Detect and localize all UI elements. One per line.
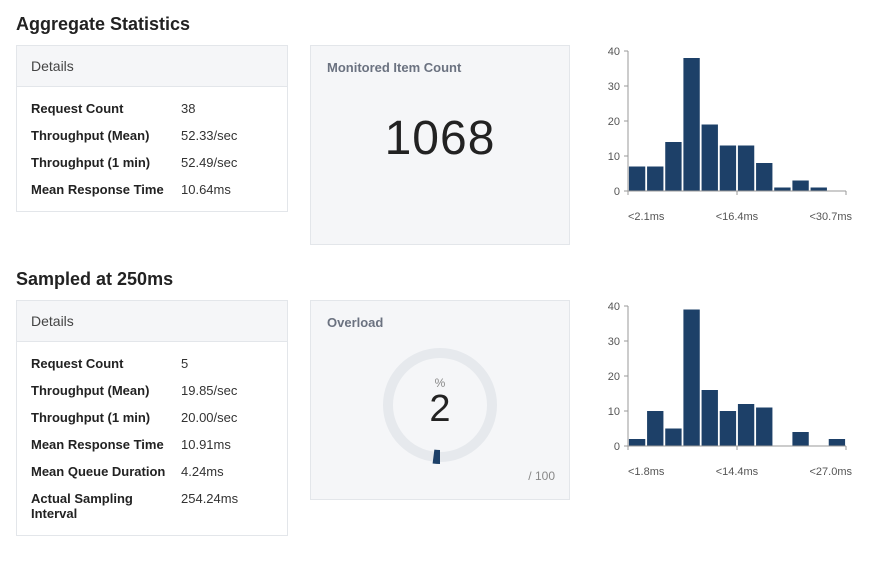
sampled-details-header: Details bbox=[17, 301, 287, 342]
aggregate-details-header: Details bbox=[17, 46, 287, 87]
aggregate-histogram: 0 10 20 30 40 <2.1ms <16.4ms <30.7ms bbox=[592, 45, 852, 223]
gauge-wrap: % 2 bbox=[327, 330, 553, 480]
table-row: Throughput (Mean) 52.33/sec bbox=[17, 122, 287, 149]
aggregate-details-card: Details Request Count 38 Throughput (Mea… bbox=[16, 45, 288, 212]
table-row: Throughput (1 min) 52.49/sec bbox=[17, 149, 287, 176]
sampled-row: Details Request Count 5 Throughput (Mean… bbox=[16, 300, 875, 536]
stat-label: Throughput (1 min) bbox=[31, 155, 181, 170]
stat-label: Mean Queue Duration bbox=[31, 464, 181, 479]
x-label: <30.7ms bbox=[809, 211, 852, 223]
x-axis-labels: <1.8ms <14.4ms <27.0ms bbox=[592, 460, 852, 478]
sampled-histogram: 0 10 20 30 40 <1.8ms <14.4ms <27.0ms bbox=[592, 300, 852, 478]
stat-label: Mean Response Time bbox=[31, 182, 181, 197]
section-title-aggregate: Aggregate Statistics bbox=[16, 14, 875, 35]
svg-text:30: 30 bbox=[608, 336, 620, 348]
stat-label: Request Count bbox=[31, 356, 181, 371]
x-label: <27.0ms bbox=[809, 466, 852, 478]
stat-value: 5 bbox=[181, 356, 188, 371]
aggregate-row: Details Request Count 38 Throughput (Mea… bbox=[16, 45, 875, 245]
table-row: Mean Queue Duration 4.24ms bbox=[17, 458, 287, 485]
stat-label: Throughput (Mean) bbox=[31, 128, 181, 143]
table-row: Mean Response Time 10.64ms bbox=[17, 176, 287, 203]
gauge-denom: / 100 bbox=[528, 469, 555, 483]
stat-label: Mean Response Time bbox=[31, 437, 181, 452]
gauge-label: Overload bbox=[327, 315, 553, 330]
stat-value: 10.64ms bbox=[181, 182, 231, 197]
svg-text:40: 40 bbox=[608, 46, 620, 58]
table-row: Request Count 38 bbox=[17, 95, 287, 122]
table-row: Throughput (1 min) 20.00/sec bbox=[17, 404, 287, 431]
svg-text:20: 20 bbox=[608, 116, 620, 128]
svg-text:10: 10 bbox=[608, 406, 620, 418]
gauge-center: % 2 bbox=[429, 376, 450, 428]
sampled-details-body: Request Count 5 Throughput (Mean) 19.85/… bbox=[17, 342, 287, 535]
metric-value: 1068 bbox=[327, 111, 553, 166]
stat-label: Request Count bbox=[31, 101, 181, 116]
stat-label: Throughput (Mean) bbox=[31, 383, 181, 398]
x-label: <1.8ms bbox=[628, 466, 664, 478]
svg-text:10: 10 bbox=[608, 151, 620, 163]
overload-card: Overload % 2 / 100 bbox=[310, 300, 570, 500]
metric-label: Monitored Item Count bbox=[327, 60, 553, 75]
stat-value: 20.00/sec bbox=[181, 410, 237, 425]
x-label: <2.1ms bbox=[628, 211, 664, 223]
stat-value: 52.49/sec bbox=[181, 155, 237, 170]
stat-value: 10.91ms bbox=[181, 437, 231, 452]
svg-text:30: 30 bbox=[608, 81, 620, 93]
histogram-svg: 0 10 20 30 40 bbox=[592, 300, 852, 460]
svg-text:0: 0 bbox=[614, 186, 620, 198]
svg-text:20: 20 bbox=[608, 371, 620, 383]
table-row: Mean Response Time 10.91ms bbox=[17, 431, 287, 458]
x-label: <16.4ms bbox=[716, 211, 759, 223]
table-row: Actual Sampling Interval 254.24ms bbox=[17, 485, 287, 527]
stat-value: 52.33/sec bbox=[181, 128, 237, 143]
gauge-value: 2 bbox=[429, 390, 450, 428]
monitored-item-card: Monitored Item Count 1068 bbox=[310, 45, 570, 245]
stat-label: Throughput (1 min) bbox=[31, 410, 181, 425]
histogram-svg: 0 10 20 30 40 bbox=[592, 45, 852, 205]
aggregate-details-body: Request Count 38 Throughput (Mean) 52.33… bbox=[17, 87, 287, 211]
stat-value: 4.24ms bbox=[181, 464, 224, 479]
x-label: <14.4ms bbox=[716, 466, 759, 478]
table-row: Request Count 5 bbox=[17, 350, 287, 377]
svg-text:40: 40 bbox=[608, 301, 620, 313]
stat-label: Actual Sampling Interval bbox=[31, 491, 181, 521]
section-title-sampled: Sampled at 250ms bbox=[16, 269, 875, 290]
stat-value: 254.24ms bbox=[181, 491, 238, 521]
x-axis-labels: <2.1ms <16.4ms <30.7ms bbox=[592, 205, 852, 223]
sampled-details-card: Details Request Count 5 Throughput (Mean… bbox=[16, 300, 288, 536]
stat-value: 19.85/sec bbox=[181, 383, 237, 398]
table-row: Throughput (Mean) 19.85/sec bbox=[17, 377, 287, 404]
svg-text:0: 0 bbox=[614, 441, 620, 453]
stat-value: 38 bbox=[181, 101, 195, 116]
